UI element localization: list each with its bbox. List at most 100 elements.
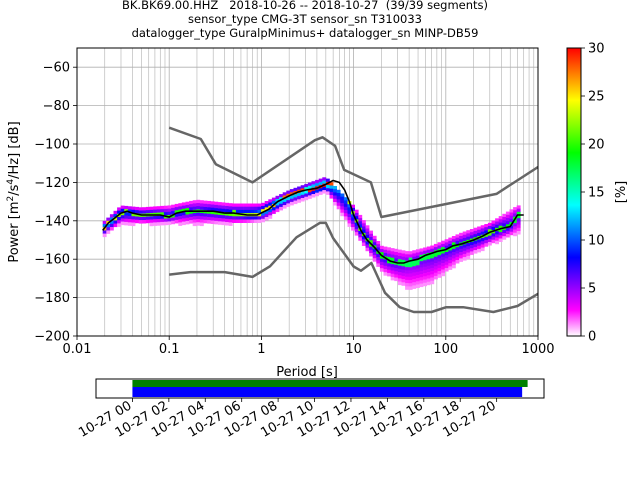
histogram-cell bbox=[192, 219, 197, 223]
histogram-cell bbox=[505, 224, 510, 228]
histogram-cell bbox=[196, 206, 201, 210]
histogram-cell bbox=[174, 207, 179, 211]
histogram-cell bbox=[167, 211, 172, 216]
histogram-cell bbox=[343, 213, 348, 217]
availability-bar-green bbox=[132, 380, 528, 387]
minor-gridlines bbox=[104, 48, 535, 336]
histogram-cell bbox=[174, 203, 179, 208]
histogram-cell bbox=[235, 216, 240, 220]
histogram-cell bbox=[232, 219, 237, 223]
mode-line bbox=[102, 179, 524, 264]
histogram-cell bbox=[397, 268, 402, 273]
histogram-cell bbox=[207, 204, 211, 208]
histogram-cell bbox=[405, 279, 409, 284]
histogram-cell bbox=[462, 237, 467, 242]
histogram-cell bbox=[217, 218, 222, 222]
y-tick-label: −160 bbox=[34, 253, 70, 268]
availability-bar-blue bbox=[132, 387, 523, 397]
histogram-cell bbox=[347, 207, 352, 211]
colorbar-tick-label: 20 bbox=[588, 138, 605, 153]
y-tick-label: −100 bbox=[34, 138, 70, 153]
histogram-cell bbox=[513, 213, 517, 217]
colorbar bbox=[567, 48, 581, 336]
histogram-cell bbox=[228, 216, 233, 220]
histogram-cell bbox=[145, 216, 150, 220]
histogram-cell bbox=[120, 215, 125, 219]
histogram-cell bbox=[232, 216, 237, 220]
histogram-cell bbox=[369, 233, 373, 238]
histogram-cell bbox=[210, 210, 215, 215]
histogram-cell bbox=[246, 216, 251, 220]
histogram-cell bbox=[516, 211, 521, 216]
histogram-cell bbox=[221, 208, 226, 213]
colorbar-tick-label: 30 bbox=[588, 42, 605, 57]
histogram-cell bbox=[304, 196, 309, 201]
histogram-cell bbox=[181, 215, 186, 219]
histogram-cell bbox=[257, 216, 262, 220]
histogram-cell bbox=[239, 219, 244, 223]
histogram-cell bbox=[225, 218, 229, 223]
histogram-cell bbox=[109, 220, 114, 225]
histogram-cell bbox=[361, 226, 366, 230]
histogram-cell bbox=[232, 213, 237, 217]
histogram-cell bbox=[387, 266, 391, 270]
histogram-cell bbox=[376, 247, 381, 251]
plot-frame bbox=[76, 47, 539, 337]
histogram-cell bbox=[477, 226, 481, 230]
histogram-cell bbox=[466, 243, 471, 247]
histogram-cell bbox=[491, 220, 496, 224]
histogram-cell bbox=[480, 244, 485, 248]
histogram-cell bbox=[509, 231, 514, 236]
histogram-cell bbox=[354, 228, 359, 233]
histogram-cell bbox=[394, 258, 399, 262]
histogram-cell bbox=[480, 231, 485, 236]
availability-frame bbox=[95, 378, 545, 399]
histogram-cell bbox=[462, 231, 467, 235]
histogram-cell bbox=[347, 204, 352, 208]
histogram-cell bbox=[253, 206, 258, 211]
histogram-cell bbox=[261, 215, 265, 220]
histogram-cell bbox=[307, 195, 312, 199]
histogram-cell bbox=[225, 202, 229, 207]
histogram-cell bbox=[142, 220, 147, 224]
histogram-cell bbox=[516, 221, 521, 225]
histogram-cell bbox=[477, 245, 481, 250]
y-tick-label: −200 bbox=[34, 330, 70, 345]
histogram-cell bbox=[120, 218, 125, 222]
histogram-cell bbox=[221, 221, 226, 226]
histogram-cell bbox=[257, 206, 262, 211]
histogram-cell bbox=[340, 212, 345, 217]
histogram-cell bbox=[275, 202, 280, 206]
histogram-cell bbox=[217, 208, 222, 212]
histogram-cell bbox=[178, 216, 183, 220]
histogram-cell bbox=[113, 210, 118, 215]
histogram-cell bbox=[351, 223, 355, 228]
histogram-cell bbox=[275, 199, 280, 203]
histogram-cell bbox=[199, 216, 204, 220]
histogram-cell bbox=[279, 200, 283, 204]
histogram-cell bbox=[419, 264, 424, 268]
histogram-cell bbox=[451, 261, 456, 266]
histogram-cell bbox=[109, 217, 114, 221]
histogram-cell bbox=[243, 209, 247, 214]
histogram-cell bbox=[351, 227, 355, 231]
histogram-cell bbox=[214, 204, 219, 209]
histogram-cell bbox=[124, 215, 129, 219]
histogram-cell bbox=[333, 195, 337, 200]
histogram-cell bbox=[163, 221, 168, 226]
histogram-cell bbox=[127, 206, 132, 210]
histogram-cell bbox=[433, 247, 438, 251]
histogram-cell bbox=[462, 250, 467, 255]
histogram-cell bbox=[408, 286, 413, 290]
histogram-cell bbox=[282, 198, 287, 203]
histogram-cell bbox=[419, 277, 424, 281]
histogram-cell bbox=[466, 233, 471, 237]
histogram-cell bbox=[455, 237, 460, 242]
histogram-cell bbox=[394, 268, 399, 272]
histogram-cell bbox=[214, 220, 219, 225]
histogram-cell bbox=[365, 234, 370, 239]
histogram-cell bbox=[333, 198, 337, 203]
histogram-cell bbox=[358, 230, 363, 235]
histogram-cell bbox=[232, 209, 237, 214]
histogram-cell bbox=[246, 219, 251, 223]
